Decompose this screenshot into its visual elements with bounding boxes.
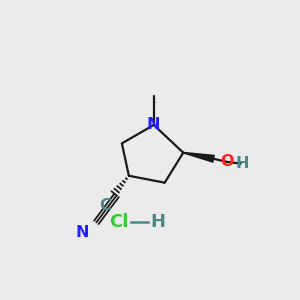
Text: Cl: Cl: [109, 213, 128, 231]
Text: N: N: [76, 225, 89, 240]
Text: O: O: [220, 154, 233, 169]
Text: C: C: [99, 198, 111, 213]
Text: N: N: [147, 117, 160, 132]
Polygon shape: [183, 152, 215, 163]
Text: H: H: [236, 156, 249, 171]
Text: H: H: [150, 213, 165, 231]
Text: methyl: methyl: [152, 102, 157, 103]
